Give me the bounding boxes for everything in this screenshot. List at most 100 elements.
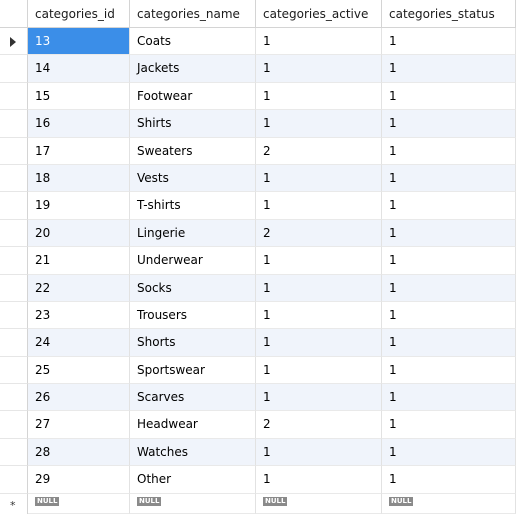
column-header-categories-active[interactable]: categories_active xyxy=(256,0,382,28)
row-header[interactable] xyxy=(0,28,28,56)
row-header[interactable] xyxy=(0,247,28,275)
table-cell-name[interactable]: Sportswear xyxy=(130,356,256,385)
row-header[interactable] xyxy=(0,219,28,248)
table-cell-name[interactable]: Scarves xyxy=(130,384,256,412)
table-cell-active[interactable]: 2 xyxy=(256,219,382,248)
table-cell-id[interactable]: 17 xyxy=(28,137,130,165)
table-cell-id[interactable]: 19 xyxy=(28,192,130,220)
table-cell-active[interactable]: 1 xyxy=(256,301,382,330)
table-cell-name[interactable]: Underwear xyxy=(130,247,256,275)
table-cell-status[interactable]: 1 xyxy=(382,55,516,83)
table-cell-name[interactable]: Lingerie xyxy=(130,219,256,248)
table-cell-active[interactable]: 1 xyxy=(256,356,382,385)
table-cell-name[interactable]: Watches xyxy=(130,438,256,467)
table-cell-id[interactable]: 16 xyxy=(28,110,130,138)
table-cell-status[interactable]: 1 xyxy=(382,247,516,275)
table-cell-name[interactable]: Shirts xyxy=(130,110,256,138)
table-cell-status[interactable]: 1 xyxy=(382,192,516,220)
table-cell-status[interactable]: 1 xyxy=(382,466,516,494)
table-cell-status[interactable]: 1 xyxy=(382,438,516,467)
table-row[interactable]: 25 Sportswear 1 1 xyxy=(0,356,516,385)
table-cell-status[interactable]: 1 xyxy=(382,82,516,111)
table-cell-name[interactable]: T-shirts xyxy=(130,192,256,220)
table-row[interactable]: 16 Shirts 1 1 xyxy=(0,110,516,138)
new-row-cell-active[interactable]: NULL xyxy=(256,493,382,514)
table-cell-name[interactable]: Shorts xyxy=(130,329,256,357)
table-cell-id[interactable]: 15 xyxy=(28,82,130,111)
table-cell-status[interactable]: 1 xyxy=(382,274,516,302)
table-cell-status[interactable]: 1 xyxy=(382,356,516,385)
table-cell-name[interactable]: Headwear xyxy=(130,411,256,439)
table-row[interactable]: 22 Socks 1 1 xyxy=(0,274,516,302)
table-cell-name[interactable]: Coats xyxy=(130,28,256,56)
table-cell-id[interactable]: 18 xyxy=(28,164,130,193)
table-cell-status[interactable]: 1 xyxy=(382,137,516,165)
table-row[interactable]: 21 Underwear 1 1 xyxy=(0,247,516,275)
row-header[interactable] xyxy=(0,110,28,138)
table-cell-active[interactable]: 1 xyxy=(256,438,382,467)
table-cell-id[interactable]: 22 xyxy=(28,274,130,302)
table-cell-id[interactable]: 26 xyxy=(28,384,130,412)
table-cell-active[interactable]: 1 xyxy=(256,110,382,138)
table-cell-active[interactable]: 1 xyxy=(256,466,382,494)
table-cell-status[interactable]: 1 xyxy=(382,411,516,439)
table-cell-status[interactable]: 1 xyxy=(382,329,516,357)
table-cell-id[interactable]: 25 xyxy=(28,356,130,385)
row-header[interactable] xyxy=(0,164,28,193)
table-cell-active[interactable]: 1 xyxy=(256,274,382,302)
row-header[interactable] xyxy=(0,438,28,467)
table-cell-active[interactable]: 1 xyxy=(256,247,382,275)
table-cell-active[interactable]: 2 xyxy=(256,137,382,165)
table-cell-name[interactable]: Trousers xyxy=(130,301,256,330)
table-cell-id[interactable]: 28 xyxy=(28,438,130,467)
table-cell-active[interactable]: 1 xyxy=(256,164,382,193)
table-cell-id[interactable]: 20 xyxy=(28,219,130,248)
table-cell-name[interactable]: Jackets xyxy=(130,55,256,83)
table-row[interactable]: 26 Scarves 1 1 xyxy=(0,384,516,412)
table-row[interactable]: 13 Coats 1 1 xyxy=(0,28,516,56)
row-header[interactable] xyxy=(0,137,28,165)
table-cell-status[interactable]: 1 xyxy=(382,164,516,193)
table-cell-status[interactable]: 1 xyxy=(382,28,516,56)
row-header[interactable] xyxy=(0,301,28,330)
column-header-categories-id[interactable]: categories_id xyxy=(28,0,130,28)
row-header[interactable] xyxy=(0,274,28,302)
table-row[interactable]: 29 Other 1 1 xyxy=(0,466,516,494)
table-row[interactable]: 23 Trousers 1 1 xyxy=(0,301,516,330)
table-row[interactable]: 20 Lingerie 2 1 xyxy=(0,219,516,248)
table-row[interactable]: 18 Vests 1 1 xyxy=(0,164,516,193)
new-row-header[interactable]: * xyxy=(0,493,28,514)
row-header[interactable] xyxy=(0,411,28,439)
table-cell-id[interactable]: 23 xyxy=(28,301,130,330)
table-row[interactable]: 14 Jackets 1 1 xyxy=(0,55,516,83)
table-row[interactable]: 15 Footwear 1 1 xyxy=(0,82,516,111)
column-header-categories-status[interactable]: categories_status xyxy=(382,0,516,28)
new-row[interactable]: * NULL NULL NULL NULL xyxy=(0,493,516,514)
table-cell-name[interactable]: Vests xyxy=(130,164,256,193)
table-cell-id[interactable]: 27 xyxy=(28,411,130,439)
table-cell-id[interactable]: 21 xyxy=(28,247,130,275)
new-row-cell-id[interactable]: NULL xyxy=(28,493,130,514)
table-cell-name[interactable]: Socks xyxy=(130,274,256,302)
table-cell-active[interactable]: 1 xyxy=(256,55,382,83)
table-row[interactable]: 24 Shorts 1 1 xyxy=(0,329,516,357)
table-row[interactable]: 27 Headwear 2 1 xyxy=(0,411,516,439)
row-header[interactable] xyxy=(0,356,28,385)
table-cell-active[interactable]: 1 xyxy=(256,192,382,220)
new-row-cell-status[interactable]: NULL xyxy=(382,493,516,514)
table-cell-status[interactable]: 1 xyxy=(382,219,516,248)
row-header-corner[interactable] xyxy=(0,0,28,28)
table-row[interactable]: 19 T-shirts 1 1 xyxy=(0,192,516,220)
table-cell-active[interactable]: 1 xyxy=(256,82,382,111)
row-header[interactable] xyxy=(0,384,28,412)
table-cell-id[interactable]: 24 xyxy=(28,329,130,357)
table-cell-status[interactable]: 1 xyxy=(382,110,516,138)
table-cell-active[interactable]: 1 xyxy=(256,329,382,357)
row-header[interactable] xyxy=(0,82,28,111)
row-header[interactable] xyxy=(0,329,28,357)
table-cell-name[interactable]: Footwear xyxy=(130,82,256,111)
column-header-categories-name[interactable]: categories_name xyxy=(130,0,256,28)
row-header[interactable] xyxy=(0,55,28,83)
table-cell-active[interactable]: 2 xyxy=(256,411,382,439)
new-row-cell-name[interactable]: NULL xyxy=(130,493,256,514)
